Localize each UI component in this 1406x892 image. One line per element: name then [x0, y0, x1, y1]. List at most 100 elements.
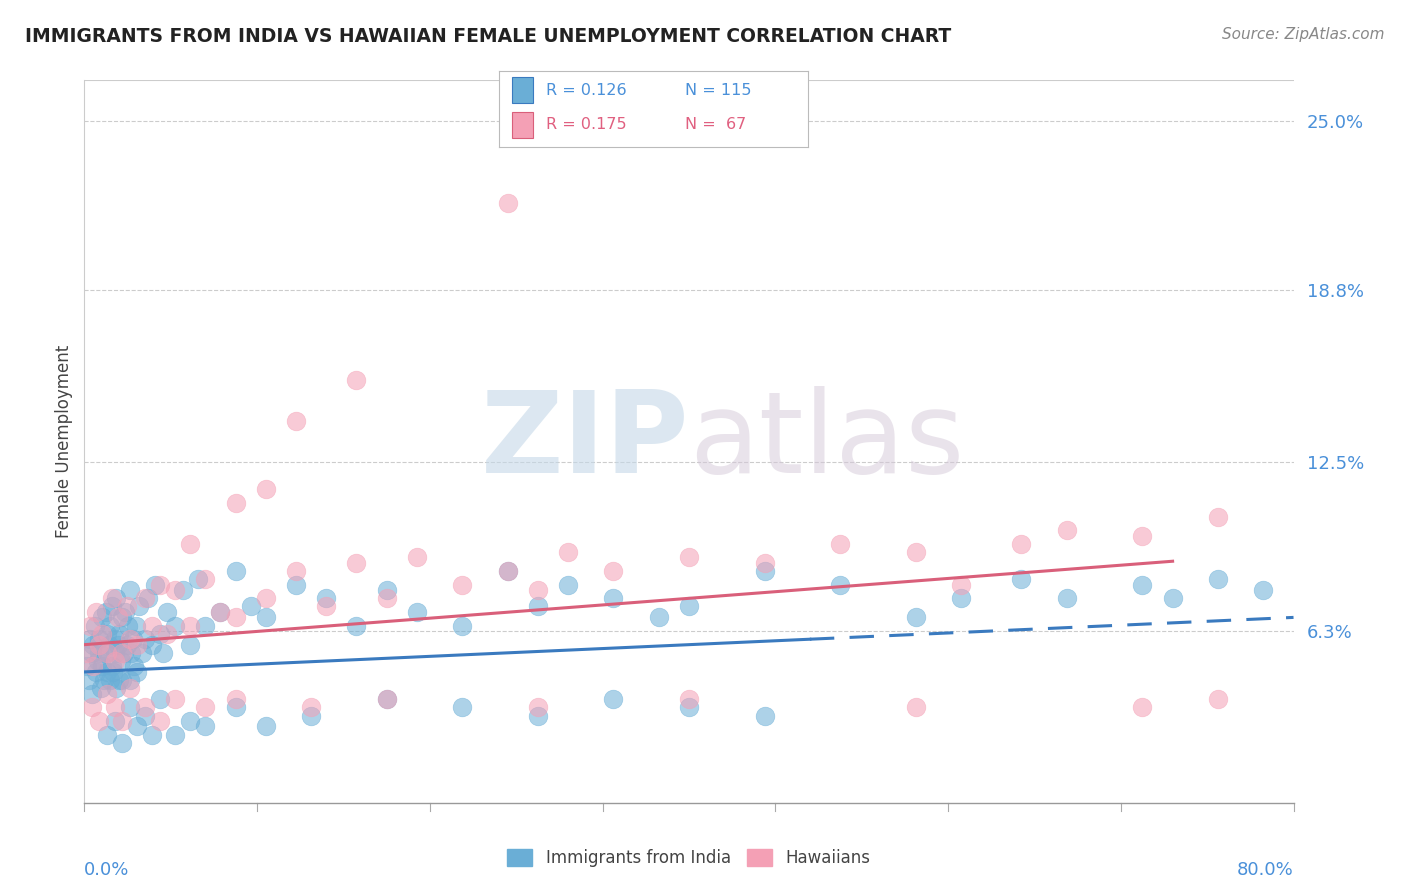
Immigrants from India [127, 719, 149, 733]
Hawaiians [134, 591, 156, 606]
Immigrants from India [98, 673, 121, 687]
Immigrants from India [91, 659, 114, 673]
Immigrants from India [1161, 591, 1184, 606]
Hawaiians [79, 618, 101, 632]
Hawaiians [134, 700, 156, 714]
Hawaiians [141, 618, 163, 632]
Immigrants from India [254, 610, 277, 624]
Hawaiians [904, 545, 927, 559]
Text: Source: ZipAtlas.com: Source: ZipAtlas.com [1222, 27, 1385, 42]
Hawaiians [225, 692, 247, 706]
Text: N = 115: N = 115 [685, 83, 751, 98]
Immigrants from India [1253, 583, 1275, 598]
Immigrants from India [110, 654, 132, 668]
Hawaiians [406, 550, 429, 565]
Hawaiians [76, 646, 98, 660]
Hawaiians [100, 591, 122, 606]
Immigrants from India [100, 659, 122, 673]
FancyBboxPatch shape [512, 77, 533, 103]
Hawaiians [149, 577, 172, 591]
Immigrants from India [100, 599, 122, 614]
Immigrants from India [86, 665, 108, 679]
Immigrants from India [112, 646, 135, 660]
Hawaiians [96, 687, 118, 701]
Text: R = 0.126: R = 0.126 [546, 83, 626, 98]
Immigrants from India [346, 618, 368, 632]
Immigrants from India [172, 583, 194, 598]
Immigrants from India [108, 673, 131, 687]
Hawaiians [115, 599, 138, 614]
Immigrants from India [121, 632, 143, 647]
Immigrants from India [1132, 577, 1154, 591]
Immigrants from India [950, 591, 973, 606]
Hawaiians [82, 659, 104, 673]
Immigrants from India [285, 577, 308, 591]
Immigrants from India [105, 591, 128, 606]
Hawaiians [165, 692, 187, 706]
Hawaiians [496, 564, 519, 578]
Immigrants from India [108, 626, 131, 640]
Immigrants from India [315, 591, 337, 606]
Hawaiians [346, 373, 368, 387]
Immigrants from India [225, 564, 247, 578]
Immigrants from India [194, 618, 217, 632]
Hawaiians [527, 700, 550, 714]
Hawaiians [127, 638, 149, 652]
Hawaiians [1132, 528, 1154, 542]
Immigrants from India [225, 700, 247, 714]
Immigrants from India [111, 673, 134, 687]
Immigrants from India [375, 583, 398, 598]
Immigrants from India [451, 700, 474, 714]
Immigrants from India [1206, 572, 1229, 586]
Hawaiians [165, 583, 187, 598]
Immigrants from India [134, 708, 156, 723]
Text: ZIP: ZIP [481, 386, 689, 497]
Hawaiians [104, 654, 127, 668]
Immigrants from India [149, 626, 172, 640]
Immigrants from India [141, 728, 163, 742]
Immigrants from India [131, 646, 153, 660]
Immigrants from India [94, 605, 117, 619]
Hawaiians [527, 583, 550, 598]
Immigrants from India [120, 646, 142, 660]
Immigrants from India [89, 646, 111, 660]
Immigrants from India [125, 618, 148, 632]
Text: atlas: atlas [689, 386, 965, 497]
Hawaiians [375, 591, 398, 606]
Hawaiians [89, 714, 111, 728]
Immigrants from India [118, 700, 141, 714]
Hawaiians [678, 692, 700, 706]
Immigrants from India [111, 610, 134, 624]
Hawaiians [80, 700, 103, 714]
Hawaiians [1056, 523, 1078, 537]
Immigrants from India [754, 564, 776, 578]
Immigrants from India [557, 577, 579, 591]
Immigrants from India [165, 728, 187, 742]
Immigrants from India [209, 605, 232, 619]
Hawaiians [1011, 537, 1033, 551]
Immigrants from India [111, 736, 134, 750]
Immigrants from India [239, 599, 262, 614]
Immigrants from India [82, 638, 104, 652]
Immigrants from India [128, 599, 150, 614]
Immigrants from India [187, 572, 209, 586]
Hawaiians [1206, 692, 1229, 706]
Hawaiians [149, 714, 172, 728]
Immigrants from India [96, 665, 118, 679]
Hawaiians [89, 638, 111, 652]
Hawaiians [904, 700, 927, 714]
Immigrants from India [134, 632, 156, 647]
Immigrants from India [451, 618, 474, 632]
Immigrants from India [149, 692, 172, 706]
Immigrants from India [648, 610, 671, 624]
Hawaiians [285, 564, 308, 578]
Immigrants from India [115, 638, 138, 652]
Immigrants from India [107, 638, 129, 652]
Hawaiians [225, 496, 247, 510]
Hawaiians [451, 577, 474, 591]
Hawaiians [111, 714, 134, 728]
Immigrants from India [156, 605, 179, 619]
Text: 80.0%: 80.0% [1237, 861, 1294, 879]
Immigrants from India [1056, 591, 1078, 606]
Hawaiians [194, 700, 217, 714]
